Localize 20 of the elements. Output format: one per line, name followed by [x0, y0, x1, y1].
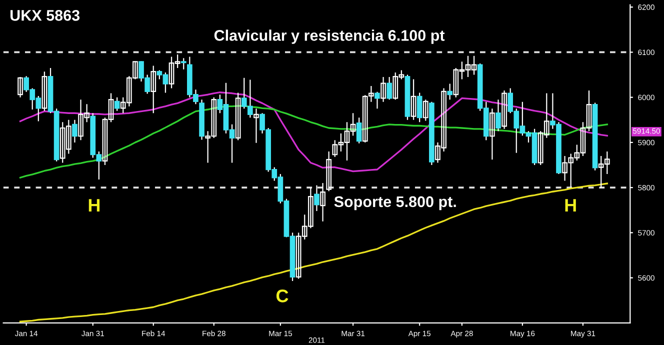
- chart-title: UKX 5863: [10, 10, 80, 21]
- candlestick: [326, 150, 332, 192]
- ref-line-label: Soporte 5.800 pt.: [334, 196, 456, 210]
- annotation: H: [565, 199, 576, 212]
- candlestick: [320, 182, 326, 222]
- candlestick: [422, 99, 428, 122]
- candlestick: [254, 108, 259, 144]
- candlestick: [42, 71, 48, 112]
- line-series: [19, 182, 608, 322]
- annotation: H: [88, 199, 100, 212]
- ref-line-label: Clavicular y resistencia 6.100 pt: [214, 30, 445, 44]
- annotation: C: [276, 290, 288, 302]
- candlestick: [502, 90, 507, 130]
- candlestick: [380, 76, 386, 102]
- candlestick: [490, 108, 495, 160]
- candlestick: [410, 78, 416, 120]
- candlestick: [235, 92, 241, 141]
- candlestick: [18, 76, 23, 98]
- line-series: [19, 92, 608, 172]
- candlestick: [150, 65, 156, 114]
